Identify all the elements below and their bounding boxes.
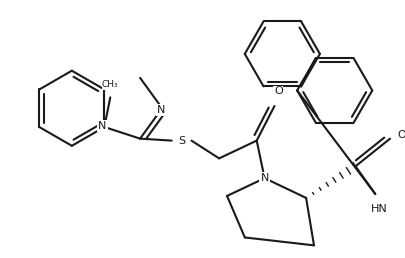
Text: N: N: [98, 121, 107, 131]
Text: S: S: [177, 136, 185, 146]
Text: O: O: [273, 86, 282, 96]
Text: HN: HN: [370, 204, 387, 214]
Text: N: N: [157, 105, 165, 115]
Text: CH₃: CH₃: [102, 80, 118, 90]
Text: O: O: [396, 130, 405, 140]
Text: N: N: [260, 173, 268, 183]
